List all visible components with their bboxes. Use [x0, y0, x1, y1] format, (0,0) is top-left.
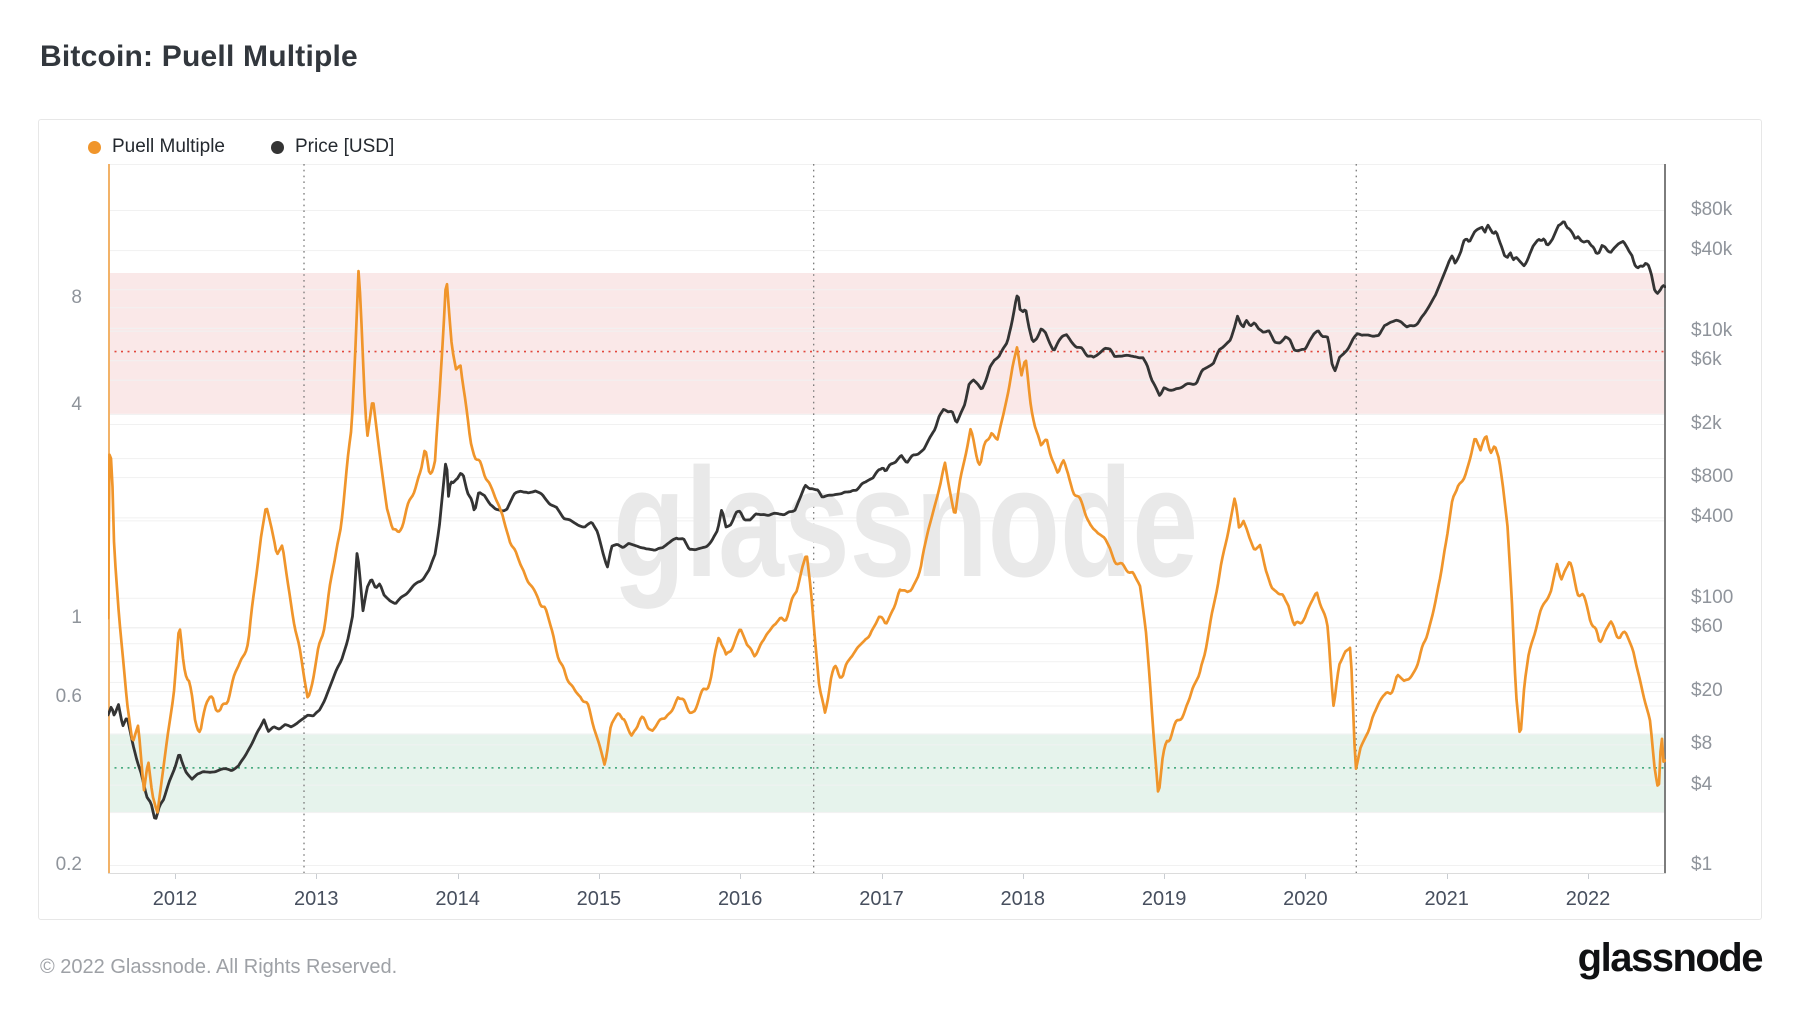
x-axis-tick [1446, 874, 1448, 879]
x-axis-tick [1164, 874, 1166, 879]
x-axis-tick [740, 874, 742, 879]
x-axis-year-label: 2022 [1565, 888, 1611, 910]
legend-item-puell-multiple[interactable]: Puell Multiple [88, 137, 225, 157]
x-axis-tick [598, 874, 600, 879]
x-axis-tick [316, 874, 318, 879]
chart-card: Puell Multiple Price [USD] glassnode 8 4 1… [38, 119, 1762, 920]
right-axis-tick-label: $1 [1691, 854, 1713, 875]
right-axis-tick-label: $80k [1691, 198, 1733, 220]
x-axis-year-label: 2017 [859, 888, 904, 910]
right-axis-tick-label: $40k [1691, 239, 1733, 261]
right-axis-tick-label: $400 [1691, 506, 1734, 528]
right-axis-tick-label: $8 [1691, 733, 1713, 755]
x-axis-year-label: 2014 [435, 888, 480, 910]
left-axis-tick-label: 0.6 [55, 685, 82, 707]
legend-label-puell: Puell Multiple [112, 136, 225, 157]
x-axis-tick [881, 874, 883, 879]
left-axis-tick-label: 1 [71, 607, 82, 628]
x-axis-tick [1305, 874, 1307, 879]
x-axis-year-label: 2016 [717, 888, 763, 910]
legend-item-price-usd[interactable]: Price [USD] [271, 137, 394, 157]
x-axis-year-label: 2012 [152, 888, 198, 910]
x-axis-year-label: 2013 [294, 888, 339, 910]
legend-dot-puell-icon [88, 140, 101, 154]
x-axis-year-label: 2021 [1424, 888, 1469, 910]
x-axis-year-label: 2015 [576, 888, 622, 910]
right-axis-tick-label: $10k [1691, 319, 1733, 341]
page-title: Bitcoin: Puell Multiple [40, 40, 358, 73]
x-axis-year-label: 2020 [1283, 888, 1328, 910]
glassnode-logo: glassnode [1577, 936, 1764, 980]
right-axis-tick-label: $60 [1691, 616, 1723, 638]
svg-text:glassnode: glassnode [613, 436, 1198, 609]
x-axis-year-label: 2018 [1000, 888, 1046, 910]
copyright-text: © 2022 Glassnode. All Rights Reserved. [40, 956, 398, 978]
x-axis-tick [175, 874, 176, 879]
x-axis-year-label: 2019 [1141, 888, 1187, 910]
left-axis-tick-label: 4 [71, 393, 82, 415]
left-axis-tick-label: 8 [71, 287, 82, 309]
right-axis-tick-label: $2k [1691, 412, 1722, 434]
right-axis-tick-label: $20 [1691, 680, 1723, 702]
chart-legend: Puell Multiple Price [USD] [88, 137, 394, 157]
right-axis-tick-label: $4 [1691, 773, 1713, 795]
x-axis-tick [1022, 874, 1024, 879]
legend-label-price: Price [USD] [295, 136, 395, 157]
right-axis-tick-label: $800 [1691, 466, 1734, 488]
x-axis-tick [1588, 874, 1589, 879]
right-axis-tick-label: $100 [1691, 586, 1734, 608]
legend-dot-price-icon [271, 140, 284, 154]
x-axis-tick [457, 874, 459, 879]
plot-area[interactable]: glassnode [108, 164, 1666, 874]
right-axis-tick-label: $6k [1691, 349, 1722, 371]
left-axis-tick-label: 0.2 [55, 854, 82, 876]
